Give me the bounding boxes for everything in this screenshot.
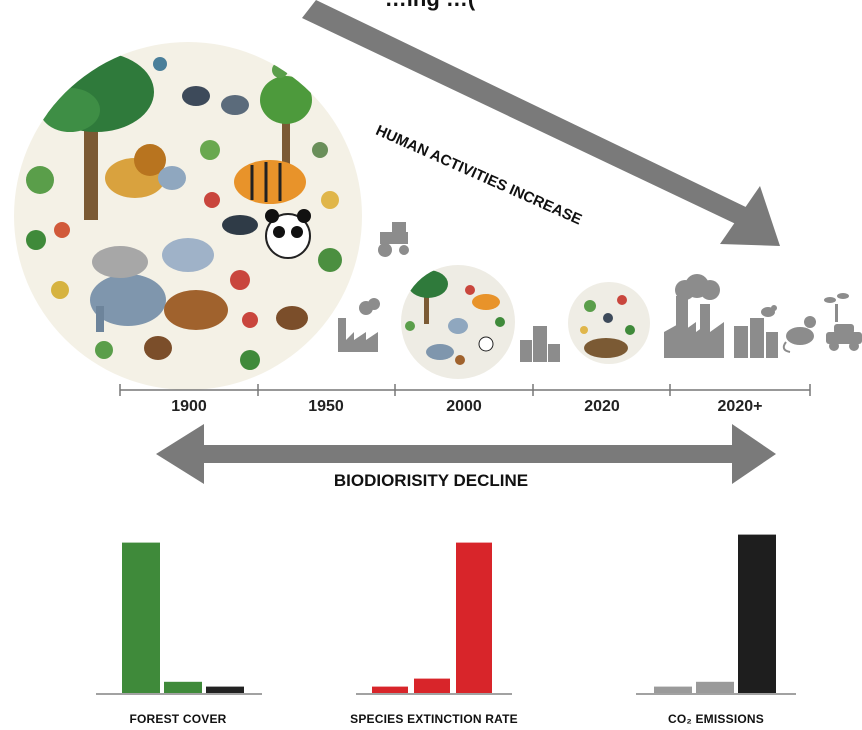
bar-0-0 [122,542,160,693]
bar-2-1 [696,681,734,693]
factories-icon [664,274,724,358]
bar-2-2 [738,534,776,693]
timeline-axis [119,384,811,396]
biodiversity-circle-2000 [401,265,515,379]
human-activities-arrow [302,0,780,246]
bar-0-2 [206,686,244,693]
bar-label-forest-cover: FOREST COVER [129,712,227,726]
year-label-2020-plus: 2020+ [717,398,763,415]
bars-layer [122,534,776,693]
car-icon [826,324,862,351]
factory-icon [338,298,380,352]
rat-icon [782,316,816,353]
year-label-2020: 2020 [584,398,620,415]
biodiversity-decline-arrow [156,424,776,484]
year-label-1900: 1900 [171,398,207,415]
biodiversity-circle-2020 [568,282,650,364]
tractor-icon [378,222,409,257]
year-label-1950: 1950 [308,398,344,415]
bar-label-species-extinction: SPECIES EXTINCTION RATE [350,712,518,726]
bar-1-1 [414,678,450,693]
city-buildings-icon [734,318,778,358]
cut-title: …ing …( [330,0,530,12]
bar-1-0 [372,686,408,693]
city-icon [520,326,560,362]
bar-1-2 [456,542,492,693]
decline-label: BIODIORISITY DECLINE [333,471,529,490]
bird-icon [761,305,777,317]
seedling-icon [824,293,849,322]
bar-2-0 [654,686,692,693]
year-label-2000: 2000 [446,398,482,415]
biodiversity-circle-1900 [14,42,362,390]
bar-0-1 [164,681,202,693]
bar-label-co2-emissions: CO₂ EMISSIONS [668,712,764,726]
